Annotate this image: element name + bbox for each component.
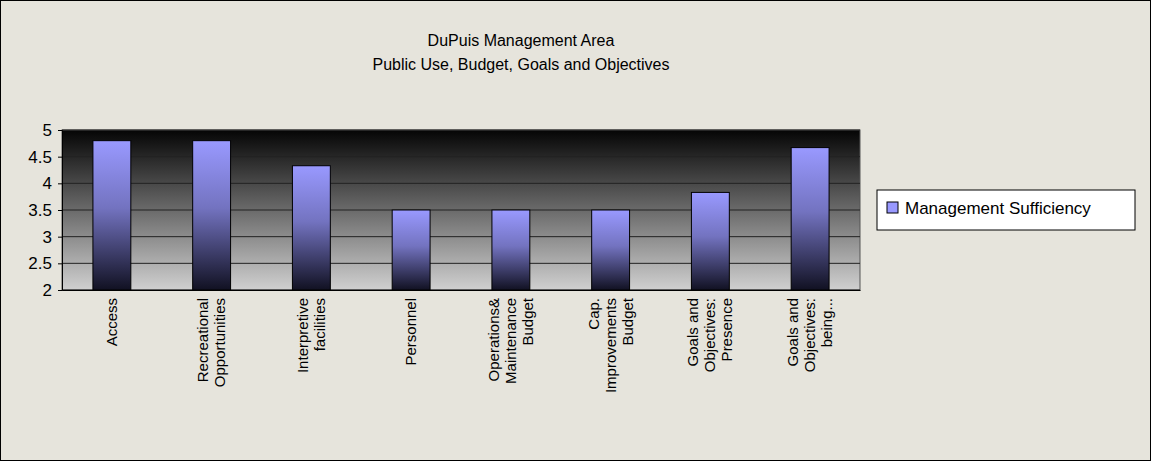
grid [62, 130, 860, 290]
y-tick: 3.5 [28, 201, 62, 220]
grid-line [62, 263, 860, 264]
y-tick-label: 4.5 [28, 148, 52, 167]
bar [93, 141, 131, 290]
y-tick-label: 5 [43, 121, 52, 140]
bar [791, 148, 829, 290]
y-tick-label: 3.5 [28, 201, 52, 220]
y-tick: 2 [43, 281, 62, 300]
y-tick-mark [58, 183, 62, 184]
bar [691, 192, 729, 290]
legend-box [877, 190, 1135, 230]
bars [93, 141, 829, 290]
y-tick-mark [58, 237, 62, 238]
legend-swatch [887, 202, 898, 213]
bar [292, 166, 330, 290]
plot-area [62, 130, 860, 290]
x-tick-label: Personnel [402, 298, 419, 366]
bar [492, 210, 530, 290]
x-tick-label: Cap.ImprovementsBudget [585, 297, 636, 393]
y-tick: 2.5 [28, 254, 62, 273]
x-tick-label: Operations&MaintenanceBudget [485, 297, 536, 384]
y-tick-mark [58, 130, 62, 131]
bar [592, 210, 630, 290]
x-axis-line [63, 290, 861, 291]
y-tick: 4.5 [28, 148, 62, 167]
y-tick: 3 [43, 228, 62, 247]
bar [392, 210, 430, 290]
legend: Management Sufficiency [877, 190, 1135, 230]
grid-line [62, 290, 860, 291]
x-tick-label: Goals andObjectives:Presence [684, 298, 735, 372]
y-axis: 2 2.5 3 3.5 4 4.5 5 [28, 121, 62, 300]
x-tick-label: RecreationalOpportunities [194, 298, 228, 387]
x-tick-label: Goals andObjectives:being... [784, 298, 835, 372]
bar [193, 141, 231, 290]
y-tick-mark [58, 210, 62, 211]
y-tick-label: 2.5 [28, 254, 52, 273]
grid-line [62, 183, 860, 184]
page-background [1, 1, 1151, 461]
y-tick-label: 4 [43, 174, 52, 193]
y-tick-mark [58, 290, 62, 291]
grid-line [62, 236, 860, 237]
subtitle: Public Use, Budget, Goals and Objectives [372, 56, 669, 73]
x-tick-labels: Access RecreationalOpportunities Interpret… [103, 297, 835, 393]
y-tick: 5 [43, 121, 62, 140]
x-axis [63, 290, 861, 291]
y-tick-label: 3 [43, 228, 52, 247]
grid-line [62, 130, 860, 131]
x-tick-label: Interpretivefacilities [294, 298, 328, 373]
y-tick: 4 [43, 174, 62, 193]
y-axis-line [58, 131, 63, 291]
legend-label: Management Sufficiency [905, 199, 1091, 218]
grid-line [62, 210, 860, 211]
y-tick-label: 2 [43, 281, 52, 300]
x-tick-label: Access [103, 298, 120, 346]
y-tick-mark [58, 157, 62, 158]
title: DuPuis Management Area [428, 32, 615, 49]
grid-line [62, 156, 860, 157]
y-tick-mark [58, 263, 62, 264]
